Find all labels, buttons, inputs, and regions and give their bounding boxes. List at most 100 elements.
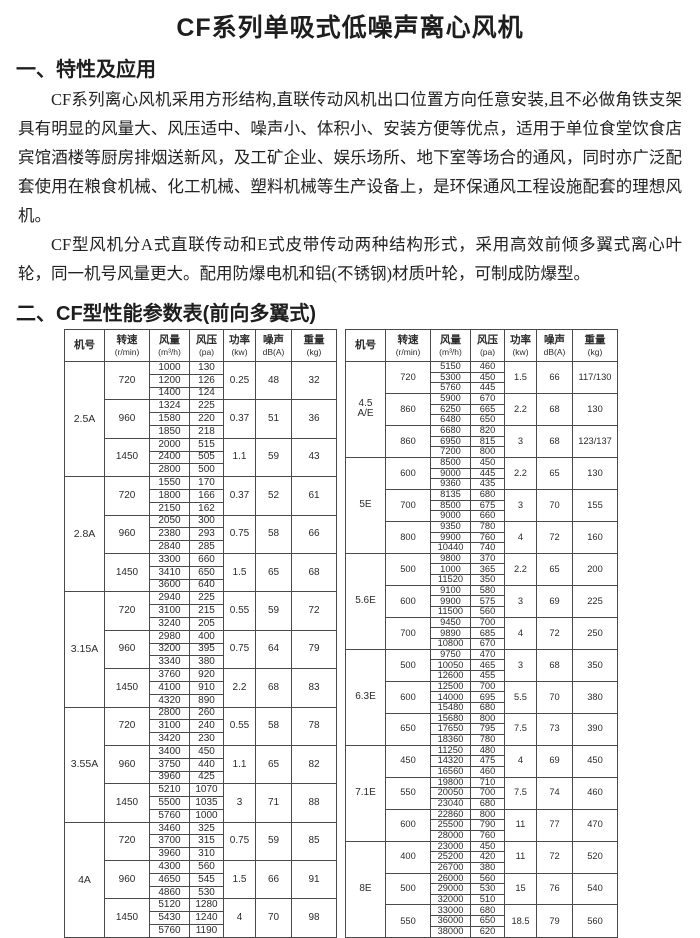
table-row: 6.3E 500 9750 470 3 68 350 (345, 648, 618, 746)
pressure-cell: 425 (189, 770, 224, 785)
weight-cell: 43 (291, 437, 337, 478)
model-cell: 5.6E (345, 552, 386, 650)
power-cell: 1.1 (223, 437, 256, 478)
flow-cell: 8500 (430, 456, 471, 469)
weight-cell: 390 (572, 712, 618, 746)
flow-cell: 6250 (430, 403, 471, 416)
flow-cell: 5760 (430, 382, 471, 394)
table-row: 3420 230 (65, 732, 337, 746)
pressure-cell: 530 (189, 885, 224, 900)
speed-cell: 550 (385, 776, 431, 810)
pressure-cell: 780 (470, 520, 505, 533)
column-unit: (m³/h) (158, 346, 181, 357)
column-label: 机号 (74, 338, 95, 351)
weight-cell: 98 (291, 898, 337, 938)
pressure-cell: 510 (470, 893, 505, 906)
weight-cell: 72 (291, 591, 337, 631)
flow-cell: 36000 (430, 915, 471, 927)
noise-cell: 70 (255, 898, 292, 938)
pressure-cell: 460 (470, 765, 505, 778)
table-row: 1450 3760 920 2.2 68 83 (65, 668, 337, 708)
noise-cell: 72 (536, 840, 573, 874)
pressure-cell: 225 (189, 399, 224, 414)
noise-cell: 59 (255, 437, 292, 478)
power-cell: 2.2 (504, 456, 537, 490)
flow-cell: 3410 (149, 565, 190, 580)
column-label: 重量 (303, 333, 325, 346)
flow-cell: 26000 (430, 872, 471, 885)
weight-cell: 79 (291, 629, 337, 670)
weight-cell: 225 (572, 584, 618, 618)
column-header-power: 功率 (kw) (504, 329, 537, 362)
flow-cell: 12500 (430, 680, 471, 693)
flow-cell: 4100 (149, 680, 190, 695)
speed-cell: 800 (385, 520, 431, 554)
table-row: 2.8A 720 1550 170 0.37 52 61 (64, 476, 337, 593)
flow-cell: 2800 (149, 706, 190, 721)
speed-cell: 1450 (104, 898, 150, 938)
model-cell: 2.8A (64, 476, 105, 593)
flow-cell: 3700 (149, 834, 190, 849)
pressure-cell: 680 (470, 904, 505, 917)
pressure-cell: 300 (189, 514, 224, 529)
column-label: 功率 (510, 333, 531, 346)
noise-cell: 65 (255, 744, 292, 785)
speed-cell: 600 (385, 456, 431, 490)
pressure-cell: 465 (470, 659, 505, 672)
pressure-cell: 124 (189, 386, 224, 401)
column-label: 风压 (196, 333, 217, 346)
pressure-cell: 230 (189, 732, 224, 746)
pressure-cell: 560 (470, 872, 505, 885)
speed-cell: 860 (385, 392, 431, 426)
column-header-flow: 风量 (m³/h) (149, 329, 190, 362)
table-row: 960 4300 560 1.5 66 91 (65, 860, 337, 900)
noise-cell: 65 (536, 552, 573, 586)
flow-cell: 9750 (430, 648, 471, 661)
intro-paragraph-1: CF系列离心风机采用方形结构,直联传动风机出口位置方向任意安装,且不必做角铁支架… (18, 90, 682, 225)
flow-cell: 2840 (149, 540, 190, 554)
flow-cell: 2800 (149, 463, 190, 478)
flow-cell: 5430 (149, 911, 190, 926)
column-unit: (pa) (479, 346, 496, 357)
page-title: CF系列单吸式低噪声离心风机 (176, 14, 524, 42)
noise-cell: 68 (536, 648, 573, 682)
pressure-cell: 760 (470, 829, 505, 842)
noise-cell: 69 (536, 584, 573, 618)
pressure-cell: 800 (470, 446, 505, 458)
flow-cell: 17650 (430, 723, 471, 735)
noise-cell: 58 (255, 706, 292, 746)
noise-cell: 71 (255, 783, 292, 823)
flow-cell: 16560 (430, 765, 471, 778)
pressure-cell: 660 (470, 510, 505, 522)
speed-cell: 450 (385, 744, 431, 778)
table-row: 7.1E 450 11250 480 4 69 450 (345, 744, 618, 842)
flow-cell: 33000 (430, 904, 471, 917)
flow-cell: 25500 (430, 819, 471, 831)
performance-table-left: 机号 转速 (r/min) 风量 (m³/h) 风压 (pa) 功率 (kw) 噪声 dB(A) 重量… (64, 329, 337, 938)
pressure-cell: 680 (470, 488, 505, 501)
model-cell: 6.3E (345, 648, 386, 746)
speed-cell: 720 (104, 821, 150, 862)
flow-cell: 2000 (149, 437, 190, 452)
flow-cell: 9890 (430, 627, 471, 640)
flow-cell: 9900 (430, 595, 471, 608)
pressure-cell: 220 (189, 412, 224, 426)
flow-cell: 9000 (430, 467, 471, 480)
pressure-cell: 225 (189, 591, 224, 606)
flow-cell: 9350 (430, 520, 471, 533)
weight-cell: 68 (291, 552, 337, 593)
flow-cell: 5210 (149, 783, 190, 798)
power-cell: 1.5 (223, 552, 256, 593)
pressure-cell: 370 (470, 552, 505, 565)
column-header-weight: 重量 (kg) (291, 329, 337, 362)
weight-cell: 460 (572, 776, 618, 810)
noise-cell: 64 (255, 629, 292, 670)
flow-cell: 3420 (149, 732, 190, 746)
pressure-cell: 910 (189, 680, 224, 695)
pressure-cell: 650 (470, 414, 505, 426)
column-label: 功率 (229, 333, 250, 346)
table-row: 4860 530 (65, 885, 337, 900)
column-header-pressure: 风压 (pa) (470, 329, 505, 362)
weight-cell: 155 (572, 488, 618, 522)
noise-cell: 58 (255, 514, 292, 554)
